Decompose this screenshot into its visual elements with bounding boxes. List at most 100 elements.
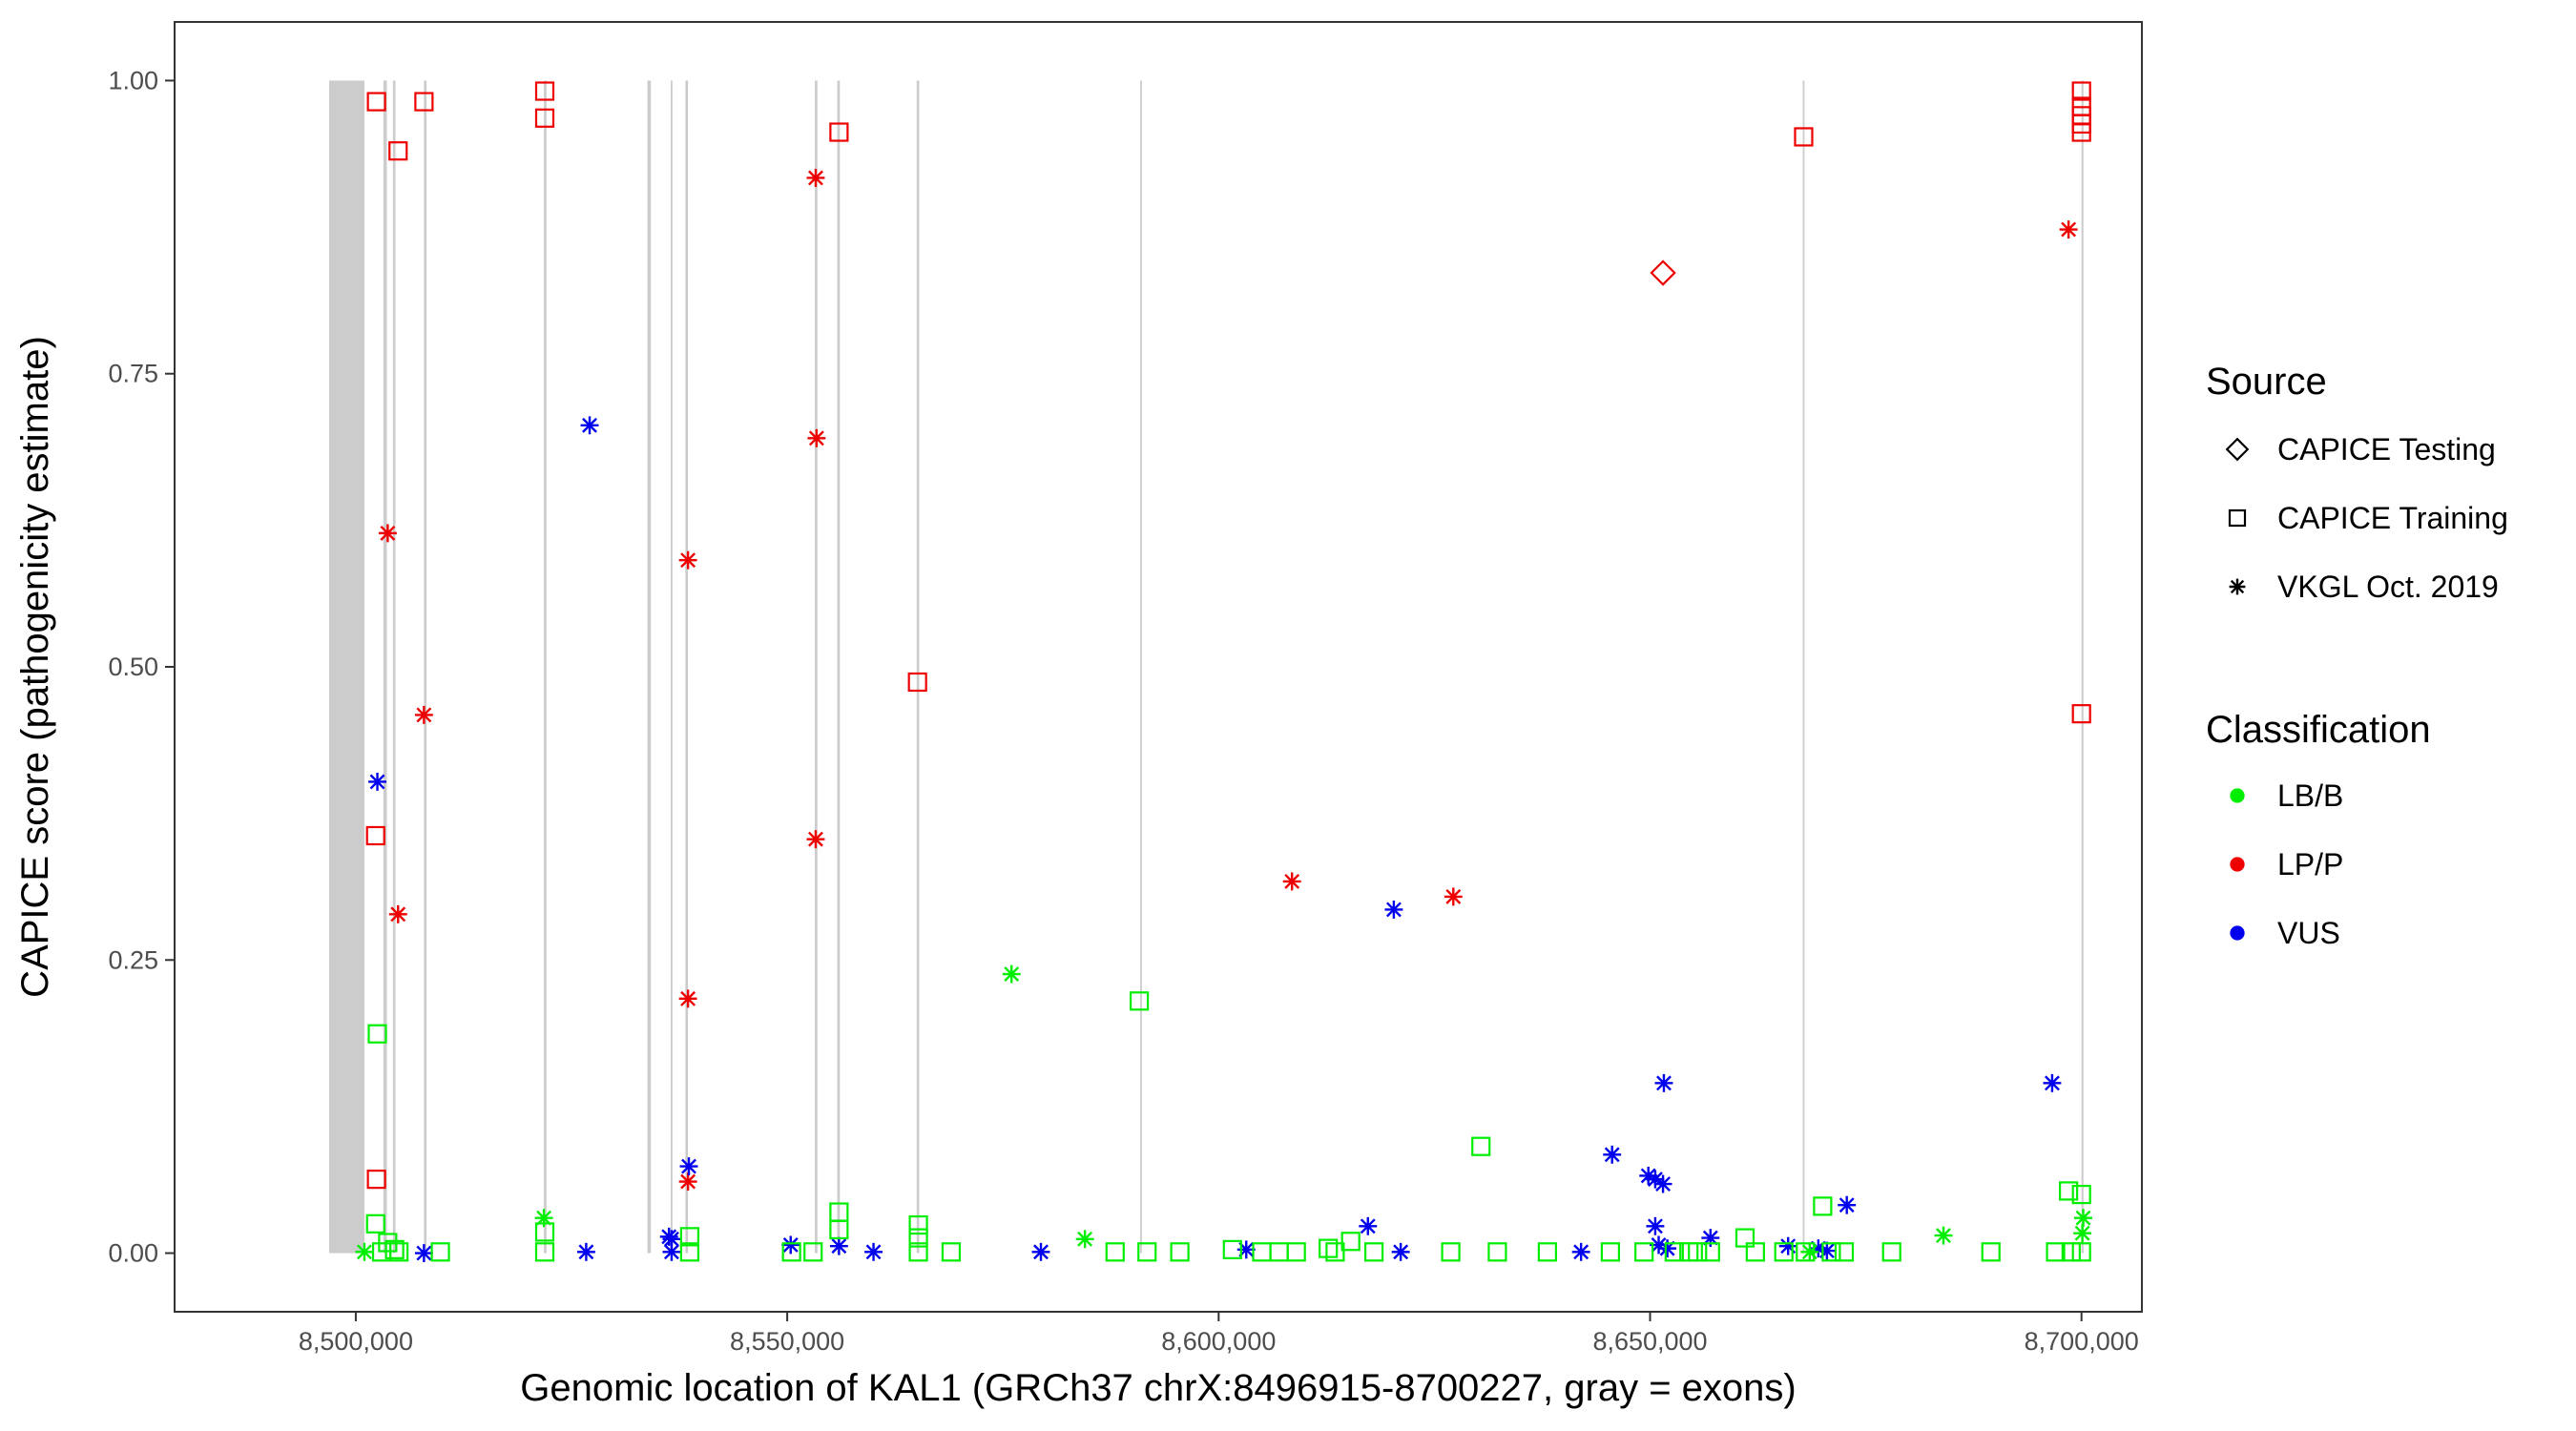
data-point xyxy=(1934,1226,1953,1245)
data-point xyxy=(365,1213,385,1234)
data-point xyxy=(580,416,599,435)
data-point xyxy=(1384,900,1403,919)
data-point xyxy=(1603,1145,1622,1164)
data-point xyxy=(1137,1242,1157,1262)
x-tick-label: 8,500,000 xyxy=(299,1327,413,1356)
data-point xyxy=(1363,1242,1384,1262)
data-point xyxy=(678,550,697,570)
data-point xyxy=(384,1239,405,1259)
data-point xyxy=(807,428,826,447)
exon-band xyxy=(815,80,818,1254)
data-point xyxy=(1796,1242,1816,1262)
data-point xyxy=(1778,1236,1797,1255)
data-point xyxy=(1286,1242,1306,1262)
exon-band xyxy=(329,80,364,1254)
legend-title-source: Source xyxy=(2206,361,2327,403)
x-tick-label: 8,650,000 xyxy=(1592,1327,1707,1356)
data-point xyxy=(864,1242,883,1261)
data-point xyxy=(2071,1242,2091,1262)
data-point xyxy=(1441,1242,1461,1262)
data-point xyxy=(1646,1216,1665,1235)
data-point xyxy=(1794,127,1814,147)
exon-bands xyxy=(329,80,2084,1254)
data-point xyxy=(2061,1242,2081,1262)
data-point xyxy=(1222,1239,1242,1259)
data-point xyxy=(1700,1242,1720,1262)
data-point xyxy=(366,1170,386,1190)
y-tick-label: 0.25 xyxy=(108,945,158,974)
exon-band xyxy=(685,80,689,1254)
y-tick-label: 0.50 xyxy=(108,653,158,681)
x-tick-label: 8,700,000 xyxy=(2025,1327,2139,1356)
data-point xyxy=(907,672,927,693)
legend: Source CAPICE Testing CAPICE Training VKGL … xyxy=(2206,361,2508,950)
data-point xyxy=(2071,122,2091,142)
data-point xyxy=(2043,1073,2062,1092)
data-point xyxy=(908,1242,928,1262)
legend-title-classification: Classification xyxy=(2206,709,2431,751)
data-point xyxy=(355,1242,374,1261)
data-point xyxy=(1319,1238,1339,1258)
data-point xyxy=(1282,872,1301,891)
legend-item-classification: VUS xyxy=(2277,916,2340,950)
data-point xyxy=(1130,991,1150,1011)
x-axis: 8,500,000 8,550,000 8,600,000 8,650,000 8,70… xyxy=(299,1312,2139,1356)
exon-band xyxy=(424,80,427,1254)
data-point xyxy=(414,92,434,112)
data-point xyxy=(1487,1242,1507,1262)
data-point xyxy=(679,1227,700,1247)
data-point xyxy=(781,1235,800,1255)
data-point xyxy=(2071,1184,2091,1205)
data-point xyxy=(1252,1242,1272,1262)
data-point xyxy=(1170,1242,1190,1262)
legend-item-source: CAPICE Training xyxy=(2277,501,2508,535)
data-point xyxy=(366,92,386,112)
x-tick-label: 8,600,000 xyxy=(1161,1327,1276,1356)
y-tick-label: 0.75 xyxy=(108,360,158,388)
exon-band xyxy=(392,80,396,1254)
exon-band xyxy=(1140,80,1142,1254)
data-point xyxy=(2071,81,2091,101)
data-point xyxy=(1359,1216,1378,1235)
square-marker xyxy=(2228,508,2247,528)
data-point xyxy=(679,1242,700,1262)
data-point xyxy=(1571,1242,1590,1261)
data-point xyxy=(1105,1242,1125,1262)
asterisk-marker xyxy=(2229,578,2246,595)
data-point xyxy=(1654,1073,1673,1092)
data-point xyxy=(806,830,825,849)
data-point xyxy=(365,825,385,846)
data-point xyxy=(2073,1224,2092,1243)
y-axis-title: CAPICE score (pathogenicity estimate) xyxy=(14,336,56,998)
data-point xyxy=(679,1157,698,1176)
data-point xyxy=(1444,887,1463,906)
data-point xyxy=(1391,1242,1410,1261)
data-point xyxy=(2059,220,2078,238)
data-point xyxy=(803,1242,823,1262)
legend-item-source: CAPICE Testing xyxy=(2277,432,2496,467)
data-point xyxy=(534,108,555,128)
data-point xyxy=(1646,1170,1665,1189)
data-point xyxy=(1269,1242,1289,1262)
dot-marker xyxy=(2230,925,2245,941)
data-point xyxy=(1688,1242,1708,1262)
data-point xyxy=(1031,1242,1050,1261)
dot-marker xyxy=(2230,857,2245,872)
data-point xyxy=(678,989,697,1008)
series-lp-p-diamond xyxy=(1650,259,1676,286)
series-lb-b-square xyxy=(365,991,2091,1262)
legend-item-source: VKGL Oct. 2019 xyxy=(2277,570,2499,604)
exon-band xyxy=(1802,80,1805,1254)
data-point xyxy=(1650,259,1676,286)
data-point xyxy=(2074,1209,2092,1228)
data-point xyxy=(1745,1242,1765,1262)
x-axis-title: Genomic location of KAL1 (GRCh37 chrX:84… xyxy=(520,1367,1796,1409)
data-point xyxy=(1821,1242,1841,1262)
data-point xyxy=(2071,704,2091,724)
data-point xyxy=(1834,1242,1855,1262)
data-point xyxy=(806,169,825,187)
data-point xyxy=(941,1242,962,1262)
data-point xyxy=(1664,1242,1684,1262)
series-lp-p-asterisk xyxy=(378,169,2078,1192)
data-point xyxy=(534,1222,555,1242)
